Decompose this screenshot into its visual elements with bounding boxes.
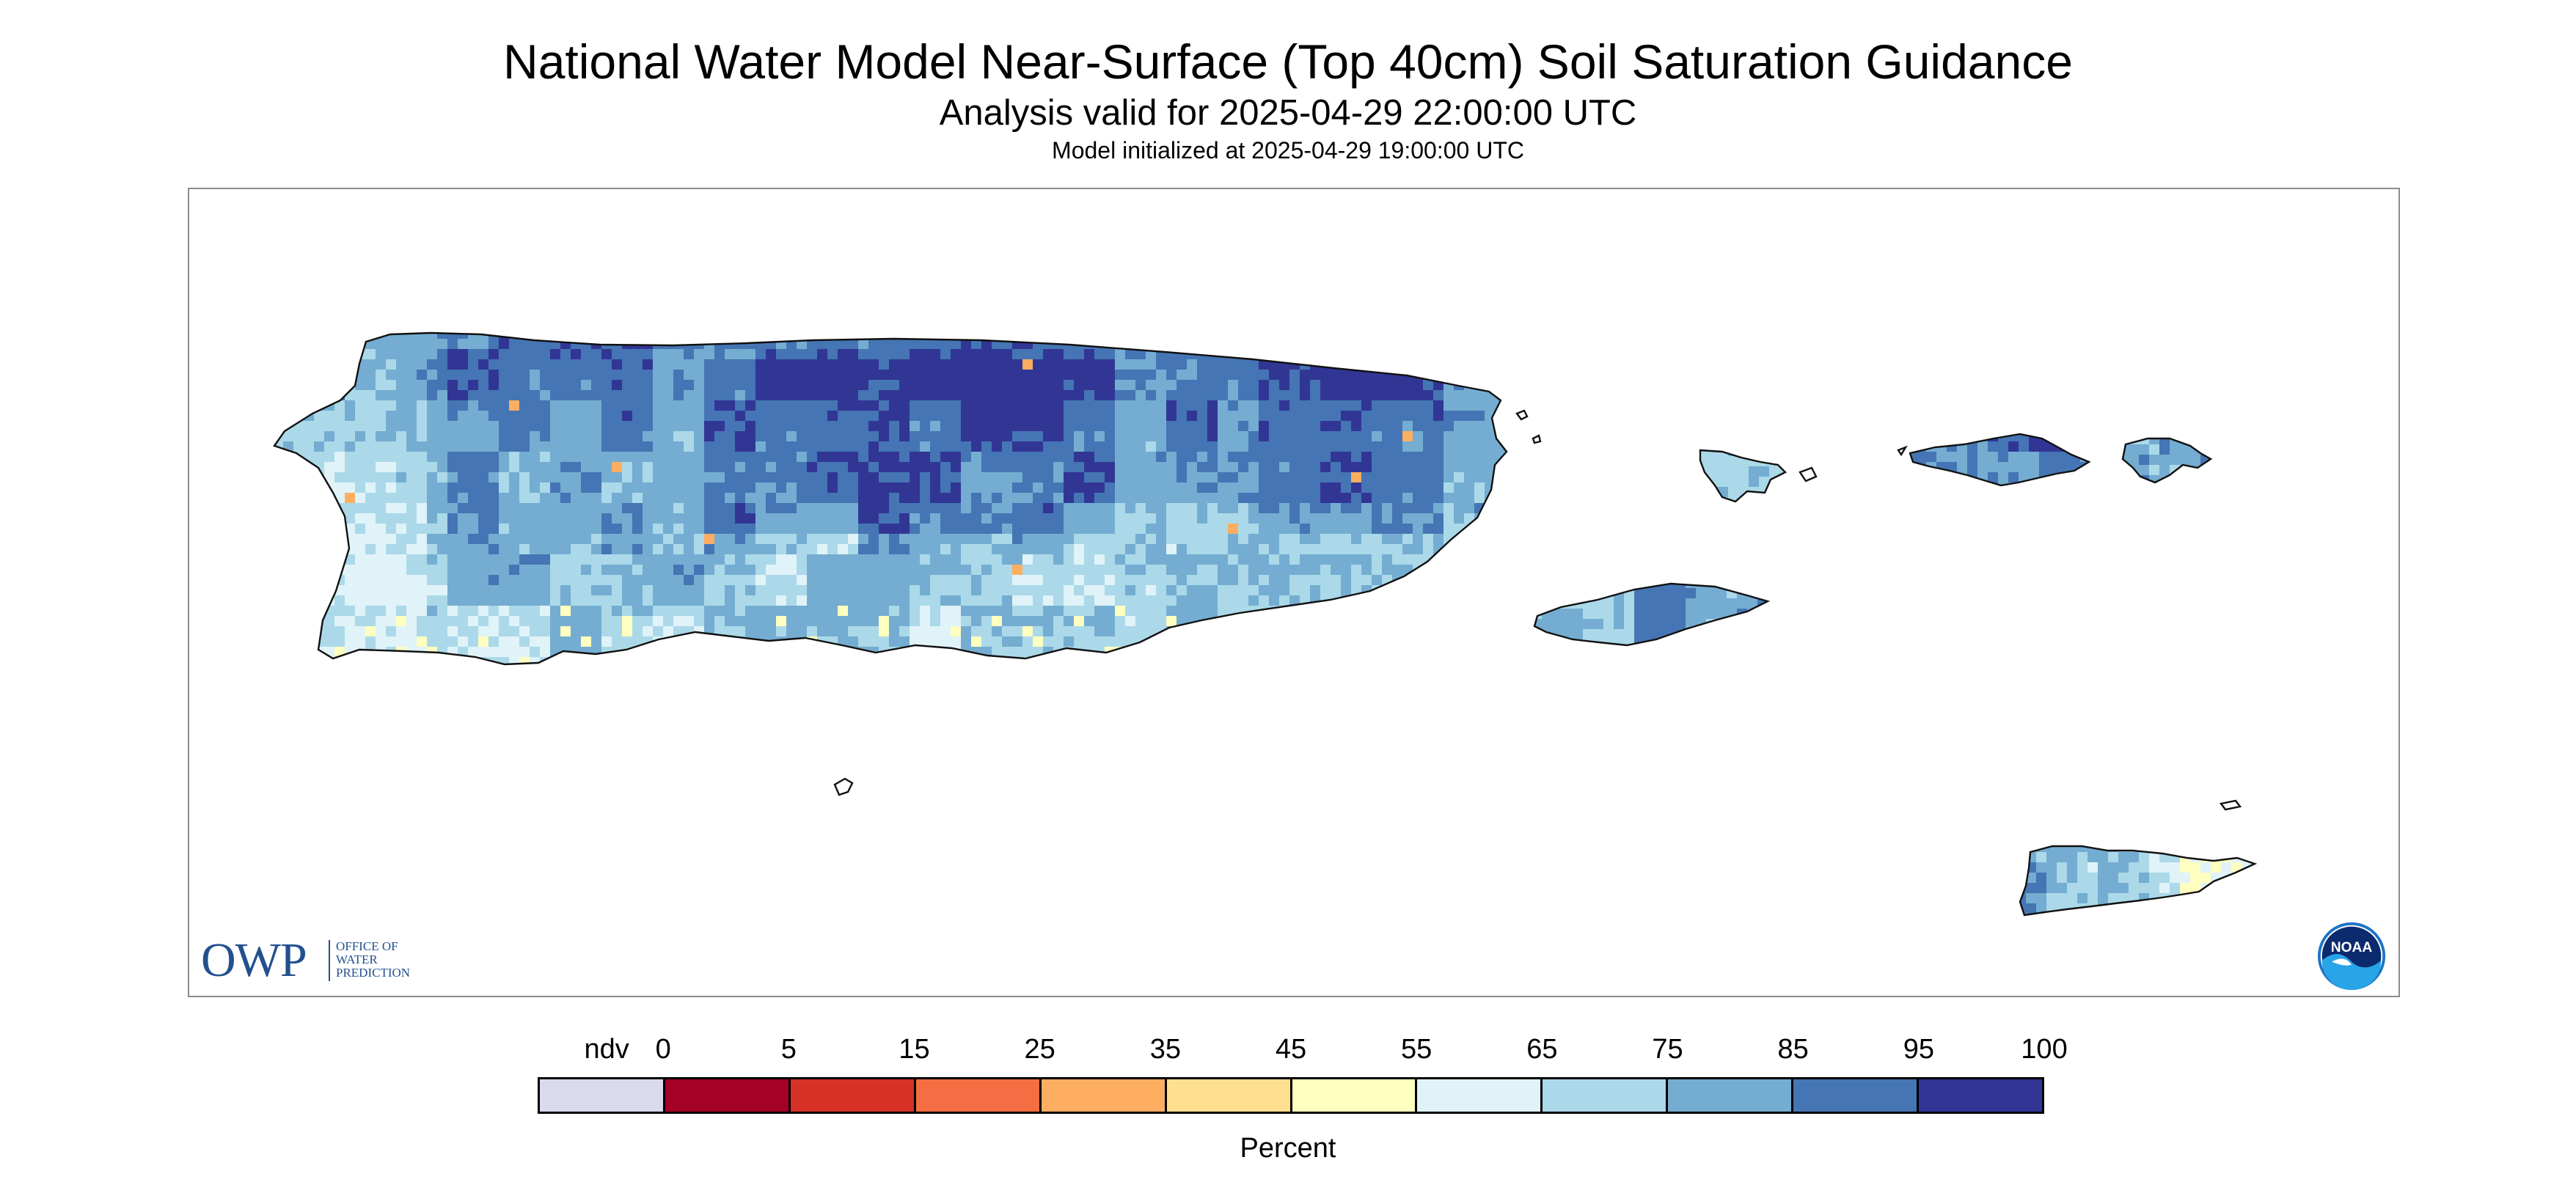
colorbar-swatch xyxy=(1793,1079,1920,1112)
map-subtitle: Analysis valid for 2025-04-29 22:00:00 U… xyxy=(939,93,1637,133)
colorbar-swatch xyxy=(1166,1079,1292,1112)
colorbar-tick-label: 35 xyxy=(1149,1034,1181,1065)
vieques-saturation-grid xyxy=(1534,584,1768,645)
model-init-line: Model initialized at 2025-04-29 19:00:00… xyxy=(1052,137,1524,164)
colorbar-tick-label: 15 xyxy=(899,1034,930,1065)
colorbar-swatch xyxy=(665,1079,791,1112)
map-panel: OWP OFFICE OF WATER PREDICTION NOAA xyxy=(188,188,2400,997)
colorbar-tick-label: 0 xyxy=(655,1034,671,1065)
colorbar-swatch xyxy=(1417,1079,1543,1112)
colorbar-tick-label: 65 xyxy=(1526,1034,1558,1065)
colorbar-swatch xyxy=(915,1079,1042,1112)
colorbar-tick-label: 100 xyxy=(2021,1034,2068,1065)
colorbar-swatch xyxy=(1543,1079,1669,1112)
owp-logo-line: WATER xyxy=(336,952,378,966)
puerto-rico-saturation-grid xyxy=(274,333,1507,664)
owp-logo-line: PREDICTION xyxy=(336,966,411,980)
colorbar-swatch xyxy=(1041,1079,1167,1112)
owp-logo-divider xyxy=(329,940,330,981)
map-title: National Water Model Near-Surface (Top 4… xyxy=(503,34,2073,89)
st-thomas-saturation-grid xyxy=(1910,434,2089,485)
colorbar-tick-label: 55 xyxy=(1401,1034,1432,1065)
colorbar-swatch xyxy=(790,1079,916,1112)
soil-saturation-map xyxy=(273,331,2256,917)
colorbar-unit-label: Percent xyxy=(1240,1133,1336,1164)
colorbar-tick-label: 95 xyxy=(1903,1034,1934,1065)
owp-logo-wordmark: OFFICE OF WATER PREDICTION xyxy=(336,940,410,980)
colorbar-swatch xyxy=(540,1079,665,1112)
colorbar-legend: ndv 0 5 15 25 35 45 55 65 75 85 95 100 Percent xyxy=(0,1025,2576,1182)
colorbar-tick-label: 85 xyxy=(1777,1034,1809,1065)
owp-logo-line: OFFICE OF xyxy=(336,939,398,953)
noaa-logo-text: NOAA xyxy=(2331,940,2373,955)
colorbar-tick-label: 25 xyxy=(1024,1034,1055,1065)
colorbar-tick-label: 75 xyxy=(1652,1034,1683,1065)
noaa-logo: NOAA xyxy=(2317,922,2386,991)
colorbar xyxy=(538,1077,2044,1114)
colorbar-tick-label: 45 xyxy=(1275,1034,1307,1065)
owp-logo-letters: OWP xyxy=(201,933,307,987)
colorbar-swatch xyxy=(1292,1079,1418,1112)
colorbar-tick-label: 5 xyxy=(780,1034,797,1065)
colorbar-swatch xyxy=(1919,1079,2043,1112)
colorbar-tick-label: ndv xyxy=(584,1034,629,1065)
coastlines xyxy=(273,331,2256,917)
colorbar-swatch xyxy=(1668,1079,1794,1112)
